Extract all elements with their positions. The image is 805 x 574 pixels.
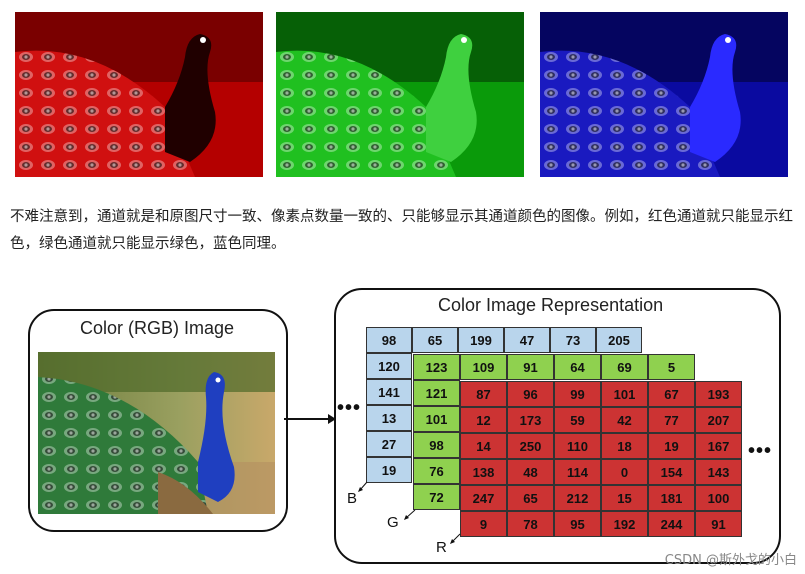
blue-cell: 13: [366, 405, 412, 431]
blue-cell: 47: [504, 327, 550, 353]
blue-cell: 65: [412, 327, 458, 353]
red-cell: 247: [460, 485, 507, 511]
red-cell: 9: [460, 511, 507, 537]
arrow-icon: [284, 414, 336, 424]
red-cell: 154: [648, 459, 695, 485]
red-cell: 192: [601, 511, 648, 537]
red-cell: 65: [507, 485, 554, 511]
red-cell: 18: [601, 433, 648, 459]
description-paragraph: 不难注意到，通道就是和原图尺寸一致、像素点数量一致的、只能够显示其通道颜色的图像…: [10, 209, 793, 252]
green-cell: 91: [507, 354, 554, 380]
red-cell: 48: [507, 459, 554, 485]
red-cell: 207: [695, 407, 742, 433]
blue-cell: 27: [366, 431, 412, 457]
red-cell: 67: [648, 381, 695, 407]
red-cell: 96: [507, 381, 554, 407]
red-cell: 212: [554, 485, 601, 511]
red-cell: 42: [601, 407, 648, 433]
red-cell: 101: [601, 381, 648, 407]
red-cell: 19: [648, 433, 695, 459]
red-cell: 100: [695, 485, 742, 511]
red-cell: 193: [695, 381, 742, 407]
right-box-title: Color Image Representation: [438, 295, 664, 315]
red-cell: 138: [460, 459, 507, 485]
dots-right: •••: [748, 440, 773, 462]
red-cell: 14: [460, 433, 507, 459]
green-channel-image: [276, 12, 524, 177]
green-cell: 64: [554, 354, 601, 380]
green-cell: 109: [460, 354, 507, 380]
blue-cell: 19: [366, 457, 412, 483]
green-cell: 101: [413, 406, 460, 432]
blue-cell: 73: [550, 327, 596, 353]
red-cell: 77: [648, 407, 695, 433]
red-cell: 143: [695, 459, 742, 485]
red-cell: 95: [554, 511, 601, 537]
green-cell: 76: [413, 458, 460, 484]
red-cell: 250: [507, 433, 554, 459]
red-cell: 15: [601, 485, 648, 511]
label-b: B: [347, 490, 358, 507]
green-cell: 5: [648, 354, 695, 380]
left-box-title: Color (RGB) Image: [80, 318, 235, 338]
blue-cell: 199: [458, 327, 504, 353]
red-cell: 87: [460, 381, 507, 407]
red-cell: 91: [695, 511, 742, 537]
label-r: R: [436, 539, 447, 556]
blue-cell: 98: [366, 327, 412, 353]
red-cell: 173: [507, 407, 554, 433]
green-cell: 69: [601, 354, 648, 380]
red-cell: 114: [554, 459, 601, 485]
red-cell: 110: [554, 433, 601, 459]
red-cell: 78: [507, 511, 554, 537]
red-cell: 0: [601, 459, 648, 485]
blue-channel-image: [540, 12, 788, 177]
red-cell: 99: [554, 381, 601, 407]
blue-cell: 141: [366, 379, 412, 405]
red-channel-image: [15, 12, 263, 177]
green-cell: 123: [413, 354, 460, 380]
dots-left: •••: [337, 397, 362, 419]
label-g: G: [387, 514, 399, 531]
watermark: CSDN @斯外戈的小白: [664, 553, 797, 568]
blue-cell: 120: [366, 353, 412, 379]
color-peacock-image: [38, 352, 275, 514]
green-cell: 72: [413, 484, 460, 510]
red-cell: 181: [648, 485, 695, 511]
green-cell: 121: [413, 380, 460, 406]
red-cell: 12: [460, 407, 507, 433]
blue-cell: 205: [596, 327, 642, 353]
red-cell: 244: [648, 511, 695, 537]
red-cell: 167: [695, 433, 742, 459]
green-cell: 98: [413, 432, 460, 458]
red-cell: 59: [554, 407, 601, 433]
channel-leader-lines: [358, 481, 461, 544]
